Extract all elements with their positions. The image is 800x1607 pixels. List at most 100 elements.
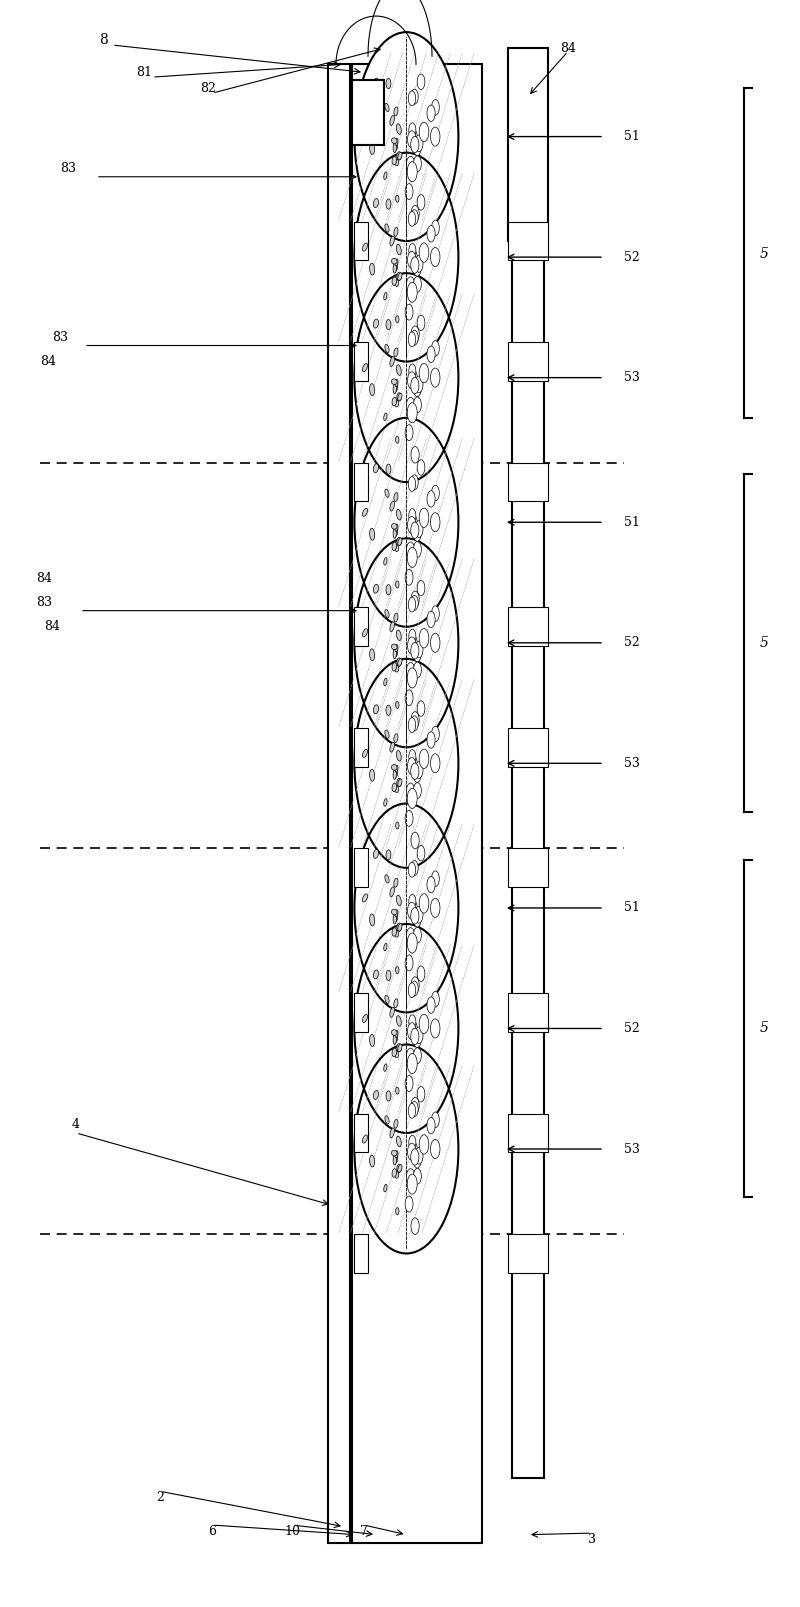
Ellipse shape bbox=[391, 765, 397, 770]
Circle shape bbox=[414, 1152, 421, 1168]
Ellipse shape bbox=[362, 508, 367, 516]
Ellipse shape bbox=[397, 1163, 402, 1173]
Ellipse shape bbox=[386, 199, 391, 209]
Circle shape bbox=[408, 477, 416, 492]
Circle shape bbox=[406, 1048, 414, 1065]
Bar bbox=[354, 1234, 368, 1273]
Circle shape bbox=[409, 893, 416, 908]
Circle shape bbox=[410, 209, 418, 225]
Circle shape bbox=[407, 636, 416, 654]
Ellipse shape bbox=[394, 1051, 398, 1057]
Circle shape bbox=[405, 183, 413, 199]
Ellipse shape bbox=[362, 243, 367, 251]
Ellipse shape bbox=[393, 384, 397, 394]
Ellipse shape bbox=[396, 315, 399, 323]
Circle shape bbox=[409, 628, 416, 643]
Ellipse shape bbox=[396, 966, 399, 974]
Ellipse shape bbox=[391, 259, 397, 264]
Ellipse shape bbox=[394, 493, 398, 501]
Text: 52: 52 bbox=[624, 636, 640, 649]
Circle shape bbox=[410, 595, 418, 611]
Text: 5: 5 bbox=[760, 636, 769, 649]
Circle shape bbox=[406, 276, 414, 294]
Circle shape bbox=[410, 908, 419, 924]
Circle shape bbox=[414, 397, 422, 413]
Circle shape bbox=[419, 628, 429, 648]
Circle shape bbox=[414, 156, 422, 172]
Ellipse shape bbox=[395, 1030, 398, 1038]
Ellipse shape bbox=[394, 264, 398, 272]
Text: 53: 53 bbox=[624, 1143, 640, 1155]
Circle shape bbox=[431, 341, 439, 357]
Ellipse shape bbox=[391, 1151, 397, 1155]
Circle shape bbox=[411, 977, 419, 993]
Ellipse shape bbox=[396, 194, 399, 202]
Circle shape bbox=[427, 876, 435, 893]
Ellipse shape bbox=[397, 537, 402, 546]
Circle shape bbox=[411, 832, 419, 848]
Circle shape bbox=[414, 376, 423, 392]
Ellipse shape bbox=[394, 1000, 398, 1008]
Circle shape bbox=[414, 140, 421, 156]
Circle shape bbox=[430, 127, 440, 146]
Circle shape bbox=[410, 474, 418, 490]
Circle shape bbox=[427, 346, 435, 363]
Ellipse shape bbox=[395, 524, 398, 532]
Ellipse shape bbox=[385, 874, 389, 882]
Ellipse shape bbox=[394, 734, 398, 742]
Ellipse shape bbox=[384, 678, 387, 686]
Ellipse shape bbox=[393, 1035, 397, 1045]
Circle shape bbox=[417, 580, 425, 596]
Circle shape bbox=[407, 1054, 418, 1073]
Ellipse shape bbox=[397, 1043, 402, 1053]
Ellipse shape bbox=[384, 172, 387, 180]
Text: 51: 51 bbox=[624, 516, 640, 529]
Ellipse shape bbox=[397, 1016, 402, 1027]
Circle shape bbox=[417, 966, 425, 982]
Ellipse shape bbox=[393, 770, 397, 779]
Ellipse shape bbox=[392, 1048, 397, 1057]
Ellipse shape bbox=[392, 397, 397, 407]
Circle shape bbox=[427, 1117, 435, 1135]
Ellipse shape bbox=[385, 489, 389, 497]
Circle shape bbox=[410, 643, 419, 659]
Bar bbox=[352, 64, 482, 1543]
Ellipse shape bbox=[398, 153, 402, 159]
Circle shape bbox=[414, 1027, 423, 1043]
Circle shape bbox=[414, 783, 422, 799]
Ellipse shape bbox=[394, 143, 398, 151]
Text: 53: 53 bbox=[624, 757, 640, 770]
Circle shape bbox=[430, 1139, 440, 1159]
Text: 83: 83 bbox=[60, 162, 76, 175]
Circle shape bbox=[414, 260, 421, 276]
Circle shape bbox=[411, 326, 419, 342]
Circle shape bbox=[410, 763, 419, 779]
Ellipse shape bbox=[386, 585, 391, 595]
Ellipse shape bbox=[395, 910, 398, 918]
Circle shape bbox=[405, 1196, 413, 1212]
Circle shape bbox=[417, 315, 425, 331]
Ellipse shape bbox=[374, 971, 378, 979]
Text: 2: 2 bbox=[156, 1491, 164, 1504]
Circle shape bbox=[431, 100, 439, 116]
Circle shape bbox=[410, 257, 419, 273]
Ellipse shape bbox=[397, 509, 402, 521]
Ellipse shape bbox=[392, 542, 397, 551]
Ellipse shape bbox=[390, 1008, 394, 1017]
Ellipse shape bbox=[397, 244, 402, 256]
Circle shape bbox=[411, 591, 419, 607]
Circle shape bbox=[414, 927, 422, 943]
Ellipse shape bbox=[374, 199, 378, 207]
Text: 81: 81 bbox=[136, 66, 152, 79]
Ellipse shape bbox=[370, 770, 374, 781]
Ellipse shape bbox=[398, 273, 402, 280]
Ellipse shape bbox=[384, 1064, 387, 1072]
Circle shape bbox=[410, 1149, 419, 1165]
Circle shape bbox=[410, 522, 419, 538]
Ellipse shape bbox=[390, 501, 394, 511]
Circle shape bbox=[431, 992, 439, 1008]
Circle shape bbox=[431, 220, 439, 236]
Circle shape bbox=[414, 276, 422, 292]
Ellipse shape bbox=[386, 79, 391, 88]
Ellipse shape bbox=[362, 122, 367, 130]
